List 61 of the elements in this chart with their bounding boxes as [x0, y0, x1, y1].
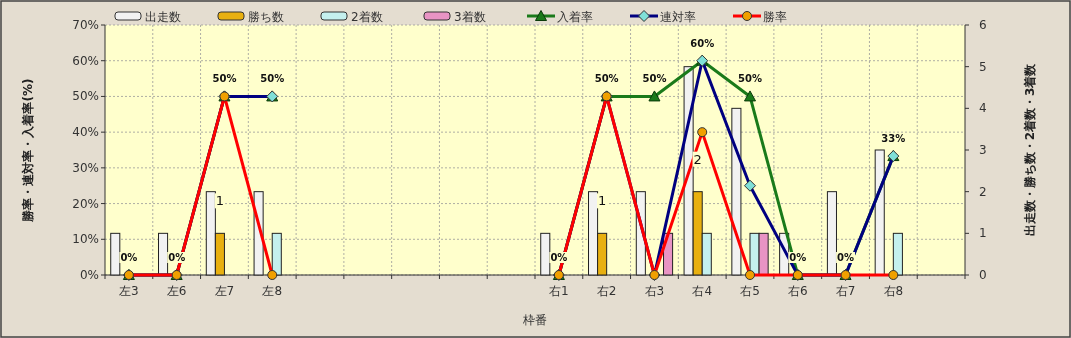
y2-tick-label: 4 [979, 101, 987, 116]
legend-label: 勝ち数 [248, 10, 284, 24]
data-label: 50% [260, 73, 285, 85]
data-label: 60% [690, 37, 715, 49]
y2-tick-label: 0 [979, 268, 987, 282]
x-tick-label: 右8 [883, 284, 904, 298]
data-label: 0% [168, 252, 186, 263]
legend-label: 勝率 [763, 10, 787, 24]
y2-axis-title: 出走数・勝ち数・2着数・3着数 [1023, 62, 1037, 237]
point [744, 90, 756, 102]
x-tick-label: 左8 [262, 284, 283, 298]
data-label: 1 [215, 193, 225, 209]
y-tick-label: 40% [72, 125, 99, 140]
y2-tick-label: 1 [979, 226, 987, 241]
data-label: 1 [597, 193, 607, 209]
x-tick-label: 左3 [119, 284, 139, 298]
y-tick-label: 60% [72, 53, 99, 68]
x-tick-label: 右3 [644, 284, 665, 298]
x-axis-title: 枠番 [522, 313, 547, 327]
bar [874, 149, 885, 276]
y2-tick-label: 5 [979, 59, 987, 74]
x-tick-label: 右5 [740, 284, 760, 298]
x-tick-label: 左7 [214, 284, 235, 298]
legend-label: 2着数 [351, 10, 383, 24]
data-label: 50% [738, 73, 762, 85]
x-tick-label: 右1 [549, 284, 569, 298]
x-tick-label: 右6 [787, 284, 808, 298]
data-label: 0% [837, 252, 855, 263]
y-tick-label: 30% [72, 160, 99, 175]
y-tick-label: 10% [72, 232, 99, 247]
y-axis-title: 勝率・連対率・入着率(%) [21, 78, 35, 223]
y-tick-label: 70% [72, 18, 99, 32]
bar [158, 232, 169, 276]
y2-tick-label: 2 [979, 184, 987, 199]
y2-tick-label: 3 [979, 143, 987, 157]
bar [540, 232, 551, 276]
x-tick-label: 右7 [835, 284, 856, 298]
data-label: 50% [594, 73, 619, 85]
y-tick-label: 50% [72, 89, 99, 104]
y2-tick-label: 6 [979, 18, 987, 32]
legend-label: 出走数 [145, 10, 181, 24]
legend-label: 3着数 [454, 10, 486, 24]
data-label: 33% [881, 133, 906, 145]
data-label: 0% [120, 252, 138, 263]
data-label: 50% [642, 73, 667, 85]
bar [271, 232, 282, 276]
x-tick-label: 右2 [596, 284, 617, 298]
x-tick-label: 右4 [692, 284, 713, 298]
bar [892, 232, 903, 276]
data-label: 2 [693, 151, 702, 167]
data-label: 50% [212, 73, 237, 85]
legend-label: 入着率 [557, 10, 593, 24]
y-tick-label: 0% [79, 268, 99, 282]
y-tick-label: 20% [72, 196, 99, 211]
legend-label: 連対率 [660, 10, 696, 24]
data-label: 0% [550, 252, 568, 263]
x-tick-label: 左6 [166, 284, 187, 298]
bar [826, 191, 837, 276]
bar [110, 232, 121, 276]
data-label: 0% [789, 252, 807, 263]
point [648, 90, 661, 102]
